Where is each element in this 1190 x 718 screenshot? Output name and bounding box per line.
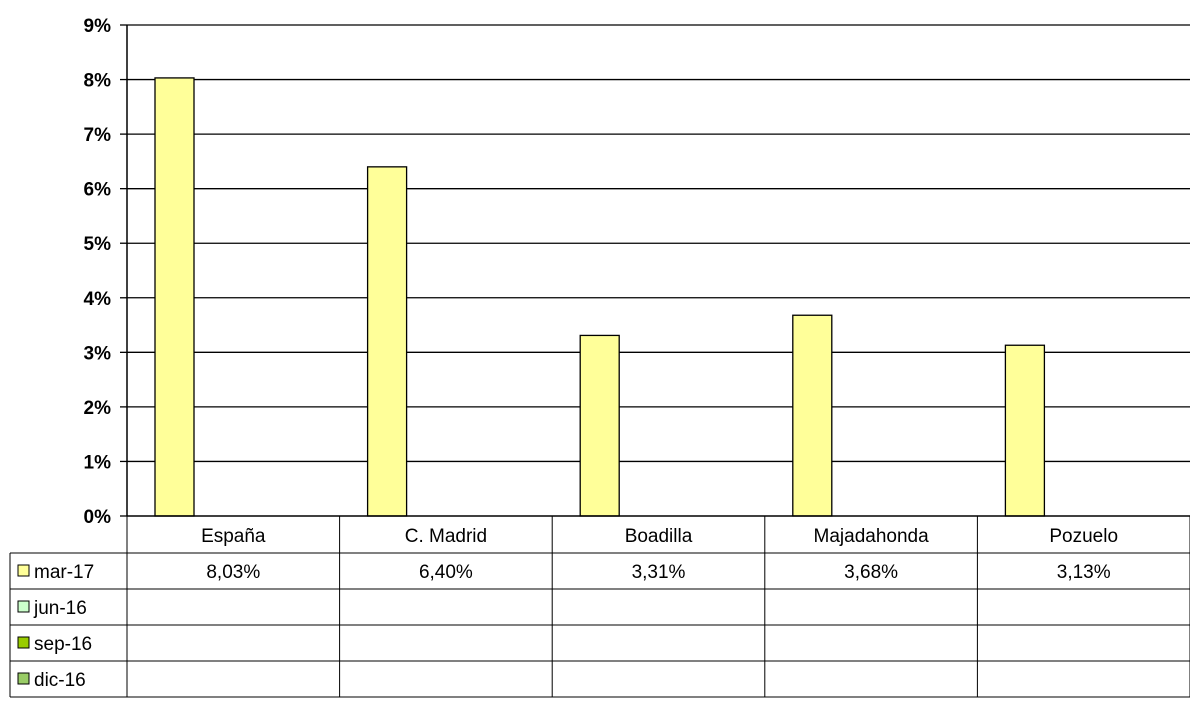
legend-label: dic-16 [34,670,86,691]
data-label: 6,40% [419,562,473,583]
y-tick-label: 8% [84,71,112,92]
y-tick-label: 5% [84,234,112,255]
y-tick-label: 9% [84,16,112,37]
gridlines [127,24,1190,463]
bar [154,77,195,517]
bar [366,166,408,517]
data-label: 3,13% [1057,562,1111,583]
y-tick-label: 0% [84,507,112,528]
legend-swatch [17,564,30,577]
legend-label: jun-16 [33,598,87,619]
y-axis-ticks: 0% 1% 2% 3% 4% 5% 6% 7% 8% 9% [84,16,127,528]
category-label: Pozuelo [1049,526,1118,547]
legend-swatch [17,600,30,613]
data-label: 8,03% [206,562,260,583]
data-label: 3,68% [844,562,898,583]
data-table: España C. Madrid Boadilla Majadahonda Pozuel… [9,516,1190,698]
category-label: España [201,526,266,547]
category-label: C. Madrid [405,526,487,547]
category-label: Boadilla [625,526,693,547]
bars [154,77,1046,517]
y-tick-label: 7% [84,125,112,146]
y-tick-label: 2% [84,398,112,419]
axes [126,25,1190,517]
y-tick-label: 1% [84,452,112,473]
y-tick-label: 4% [84,289,112,310]
bar [579,334,620,517]
category-label: Majadahonda [814,526,930,547]
bar [1004,344,1046,517]
y-tick-label: 3% [84,343,112,364]
legend-label: sep-16 [34,634,92,655]
y-tick-label: 6% [84,180,112,201]
legend-swatch [17,672,30,685]
legend-label: mar-17 [34,562,94,583]
data-label: 3,31% [632,562,686,583]
legend-swatch [17,636,30,649]
bar [792,314,833,517]
